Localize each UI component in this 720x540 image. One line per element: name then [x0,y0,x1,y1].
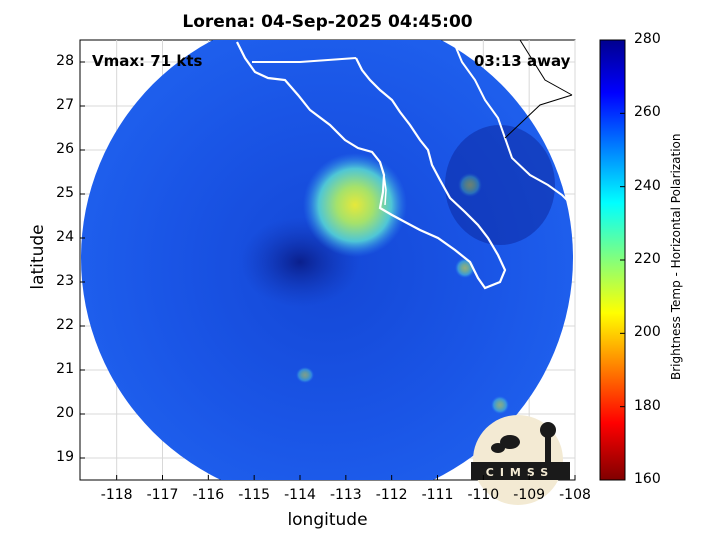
x-tick-label: -115 [238,487,271,503]
cimss-logo: CIMSS [471,415,570,505]
x-tick-label: -108 [559,487,591,503]
y-axis-label: latitude [28,224,48,290]
logo-dish-icon [500,435,520,449]
axis-ticks [80,61,576,480]
y-tick-label: 24 [56,229,74,245]
logo-disk [473,415,563,505]
colorbar-tick-label: 180 [634,397,661,414]
colorbar-tick-label: 200 [634,324,661,341]
state-border [519,40,573,96]
x-tick-label: -114 [284,487,316,503]
colorbar-tick-label: 280 [634,31,661,47]
x-tick-label: -109 [513,487,546,503]
colorbar-tick-label: 260 [634,104,661,121]
y-tick-label: 20 [56,405,74,421]
swath-image [81,40,573,480]
y-tick-label: 23 [56,273,74,289]
time-away-label: 03:13 away [474,52,571,70]
cloud-cell [296,367,314,383]
y-tick-label: 27 [56,97,74,113]
x-tick-label: -111 [421,487,454,503]
colorbar-tick-label: 240 [634,177,661,194]
vmax-label: Vmax: 71 kts [92,52,203,70]
colorbar-tick-label: 160 [634,471,661,487]
colorbar-tick-label: 220 [634,251,661,267]
colorbar-label: Brightness Temp - Horizontal Polarizatio… [669,133,683,380]
figure-title: Lorena: 04-Sep-2025 04:45:00 [182,12,473,32]
land-warm-region [445,125,555,245]
border-line [252,57,357,63]
x-tick-label: -110 [467,487,500,503]
x-axis-label: longitude [287,510,368,530]
x-tick-label: -118 [100,487,133,503]
x-tick-label: -112 [375,487,408,503]
logo-band [471,462,570,480]
x-tick-label: -116 [192,487,225,503]
y-tick-label: 26 [56,141,74,157]
coastlines [236,40,573,290]
y-tick-label: 21 [56,361,74,377]
y-tick-label: 25 [56,185,74,201]
logo-text: CIMSS [486,466,554,479]
state-border [504,94,573,139]
cloud-band [303,153,407,257]
logo-tower-icon [540,422,556,438]
colorbar-ticks [620,39,625,481]
logo-dish-icon [491,443,505,453]
cloud-cell [491,396,509,414]
logo-tower-icon [545,437,551,463]
x-tick-label: -117 [146,487,179,503]
y-tick-label: 28 [56,53,74,69]
baja-coastline [236,41,507,290]
y-tick-label: 22 [56,317,74,333]
x-tick-label: -113 [329,487,362,503]
coastline-detail [383,174,387,206]
y-tick-label: 19 [56,449,74,465]
